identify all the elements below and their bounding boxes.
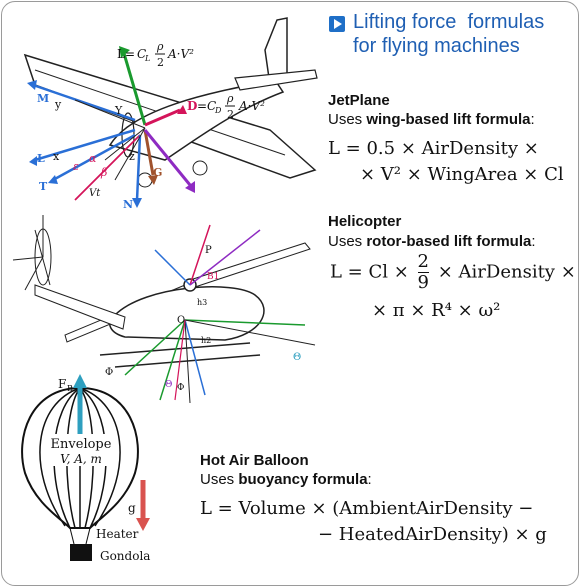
svg-text:N: N	[123, 198, 133, 211]
svg-text:y: y	[54, 98, 62, 111]
svg-text:D: D	[214, 106, 222, 115]
helicopter-formula-line2: × π × R⁴ × ω²	[372, 300, 501, 321]
svg-text:Heater: Heater	[96, 527, 139, 541]
jetplane-diagram: L = C L ρ 2 A·V² D = C D ρ 2 A·V² M y Y …	[23, 17, 318, 211]
lift-formula-l: L	[117, 47, 125, 61]
balloon-description: Uses buoyancy formula:	[200, 471, 372, 488]
svg-text:z: z	[129, 150, 135, 163]
helicopter-diagram: P O h3 h2 Φ Θ Φ Θ B1	[12, 215, 316, 404]
svg-text:Φ: Φ	[177, 383, 184, 393]
svg-text:x: x	[53, 150, 60, 163]
gondola-basket	[70, 544, 92, 561]
balloon-formula-line2: − HeatedAirDensity) × g	[318, 524, 547, 545]
jetplane-heading: JetPlane	[328, 92, 390, 109]
svg-text:g: g	[128, 501, 136, 515]
svg-text:A·V²: A·V²	[167, 47, 194, 61]
svg-text:F: F	[58, 377, 66, 391]
balloon-diagram: Envelope V, A, m F B g Heater Gondola	[21, 374, 150, 563]
svg-text:C: C	[137, 47, 146, 61]
play-icon	[329, 16, 345, 32]
svg-text:G: G	[153, 166, 162, 179]
helicopter-description: Uses rotor-based lift formula:	[328, 233, 536, 250]
svg-text:L: L	[37, 152, 45, 165]
helicopter-heading: Helicopter	[328, 213, 402, 230]
svg-text:2: 2	[227, 108, 234, 121]
jetplane-formula-line2: × V² × WingArea × Cl	[360, 164, 564, 185]
svg-text:A·V²: A·V²	[238, 99, 265, 113]
svg-text:ρ: ρ	[226, 92, 234, 105]
svg-text:Vt: Vt	[89, 188, 101, 199]
jetplane-formula-line1: L = 0.5 × AirDensity ×	[328, 138, 539, 159]
svg-text:h3: h3	[197, 298, 207, 307]
svg-text:Φ: Φ	[105, 367, 113, 378]
svg-text:α: α	[89, 152, 97, 165]
svg-text:L: L	[144, 54, 150, 63]
svg-text:ρ: ρ	[156, 40, 164, 53]
svg-text:=: =	[197, 99, 207, 113]
g-vector	[143, 129, 155, 176]
page-title: Lifting force formulas for flying machin…	[353, 11, 545, 57]
svg-text:β: β	[100, 166, 107, 179]
svg-text:2: 2	[157, 56, 164, 69]
svg-text:Gondola: Gondola	[100, 549, 150, 563]
svg-text:T: T	[39, 180, 48, 193]
svg-text:ε: ε	[73, 160, 79, 173]
svg-text:M: M	[37, 92, 49, 105]
svg-text:B: B	[67, 384, 73, 393]
svg-text:C: C	[207, 99, 216, 113]
balloon-heading: Hot Air Balloon	[200, 452, 309, 469]
drag-label: D	[187, 99, 197, 113]
svg-text:Y: Y	[114, 104, 123, 117]
svg-text:h2: h2	[201, 336, 211, 345]
svg-text:B1: B1	[207, 272, 219, 282]
svg-text:O: O	[177, 315, 185, 326]
svg-text:Θ: Θ	[165, 380, 172, 390]
svg-text:P: P	[205, 245, 212, 256]
drag-vector	[144, 108, 181, 127]
svg-text:Θ: Θ	[293, 352, 301, 363]
m-axis	[32, 83, 136, 122]
svg-text:=: =	[125, 47, 135, 61]
svg-text:V, A, m: V, A, m	[60, 452, 102, 466]
balloon-formula-line1: L = Volume × (AmbientAirDensity −	[200, 498, 534, 519]
lift-vector	[121, 49, 147, 126]
jetplane-description: Uses wing-based lift formula:	[328, 111, 535, 128]
svg-text:Envelope: Envelope	[51, 437, 112, 452]
helicopter-body	[109, 286, 265, 341]
